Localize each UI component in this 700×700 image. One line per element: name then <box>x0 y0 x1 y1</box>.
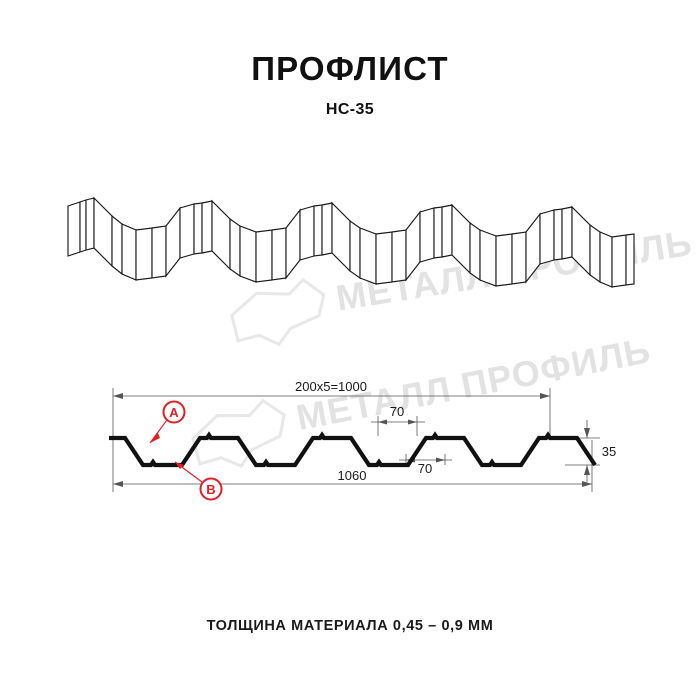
dim-crest-label: 70 <box>390 404 404 419</box>
cross-section-svg: 200x5=1000 1060 35 70 70 A B <box>109 379 616 501</box>
footer: ТОЛЩИНА МАТЕРИАЛА 0,45 – 0,9 ММ <box>0 618 700 634</box>
callout-a-circle <box>162 400 186 424</box>
page-title: ПРОФЛИСТ <box>251 50 449 87</box>
dim-pitch-label: 200x5=1000 <box>295 379 367 394</box>
dimension-arrowheads <box>113 393 592 487</box>
callout-a-arrow <box>150 433 160 443</box>
callout-b-arrow <box>175 462 184 469</box>
dim-height-label: 35 <box>602 444 616 459</box>
material-thickness-text: ТОЛЩИНА МАТЕРИАЛА 0,45 – 0,9 ММ <box>206 618 494 634</box>
dim-total-width-label: 1060 <box>338 468 367 483</box>
callout-b-circle <box>199 477 223 501</box>
dim-trough-label: 70 <box>418 461 432 476</box>
isometric-sheet-drawing <box>67 196 635 288</box>
callout-b-label: B <box>206 482 215 497</box>
header: ПРОФЛИСТ НС-35 <box>0 52 700 119</box>
callouts: A B <box>149 400 223 501</box>
product-model: НС-35 <box>325 101 375 118</box>
isometric-view <box>60 178 640 318</box>
profile-outline <box>109 431 597 468</box>
technical-drawing: 200x5=1000 1060 35 70 70 A B <box>95 370 625 510</box>
callout-a-label: A <box>169 405 179 420</box>
callout-a-leader <box>149 419 168 444</box>
